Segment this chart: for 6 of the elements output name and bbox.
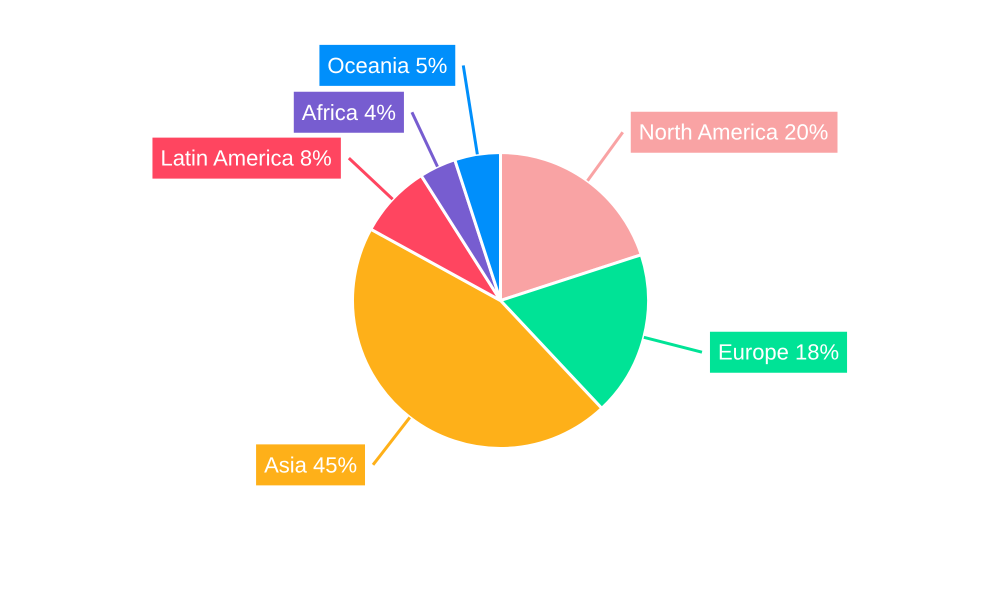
slice-label: Asia 45%: [264, 452, 358, 478]
slice-label: Latin America 8%: [160, 146, 332, 171]
slice-label: North America 20%: [638, 120, 828, 145]
slice-label: Oceania 5%: [327, 52, 448, 78]
slice-label: Africa 4%: [302, 100, 396, 125]
slice-label: Europe 18%: [718, 340, 840, 365]
